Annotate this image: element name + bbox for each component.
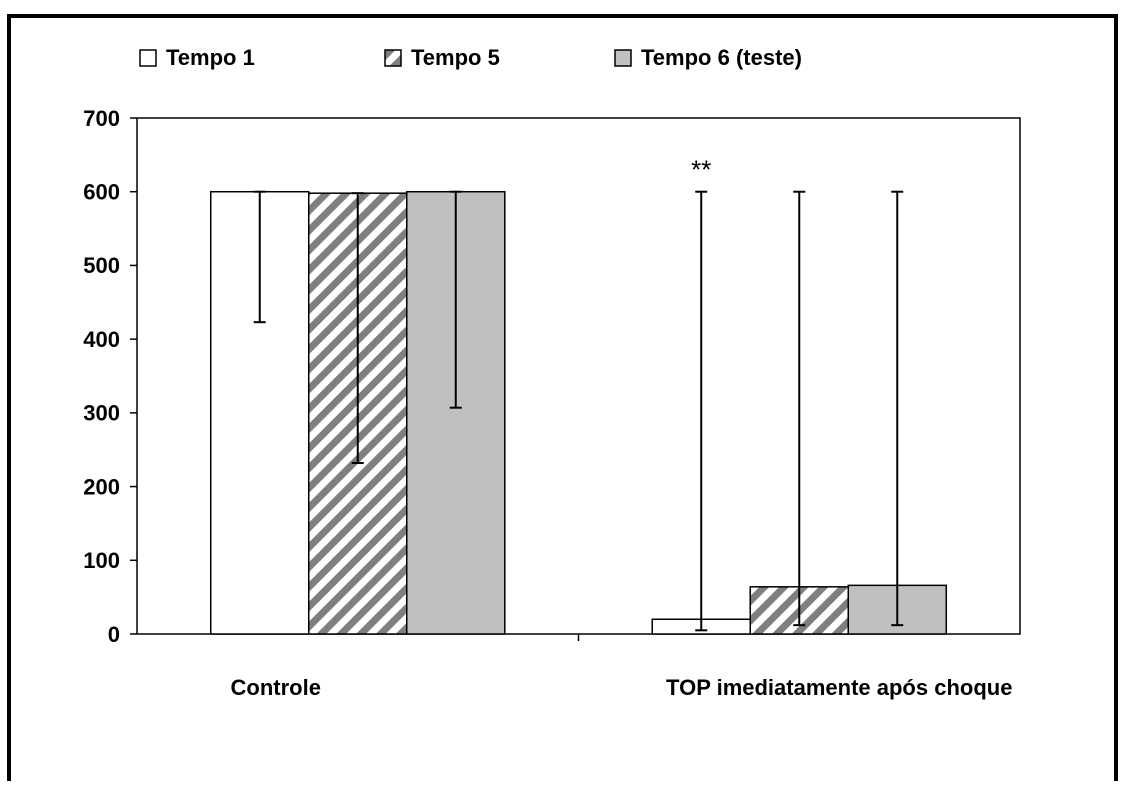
y-tick-label: 600 xyxy=(83,180,120,205)
error-bar xyxy=(793,190,806,627)
annotation: ** xyxy=(691,155,711,185)
error-bar xyxy=(695,190,708,632)
legend-swatch xyxy=(139,49,157,67)
legend-label: Tempo 6 (teste) xyxy=(641,45,802,70)
y-tick-label: 500 xyxy=(83,253,120,278)
error-bar xyxy=(449,190,462,409)
legend-label: Tempo 5 xyxy=(411,45,500,70)
y-tick-label: 100 xyxy=(83,548,120,573)
y-tick-label: 400 xyxy=(83,327,120,352)
y-tick-label: 200 xyxy=(83,474,120,499)
legend-swatch xyxy=(384,49,402,67)
y-tick-label: 700 xyxy=(83,106,120,131)
legend-label: Tempo 1 xyxy=(166,45,255,70)
y-tick-label: 0 xyxy=(108,622,120,647)
frame xyxy=(7,14,1118,786)
error-bar xyxy=(253,190,266,324)
error-bar xyxy=(351,192,364,464)
y-tick-label: 300 xyxy=(83,401,120,426)
legend-swatch xyxy=(614,49,632,67)
x-tick-label: TOP imediatamente após choque xyxy=(666,675,1012,700)
error-bar xyxy=(891,190,904,627)
x-tick-label: Controle xyxy=(231,675,321,700)
